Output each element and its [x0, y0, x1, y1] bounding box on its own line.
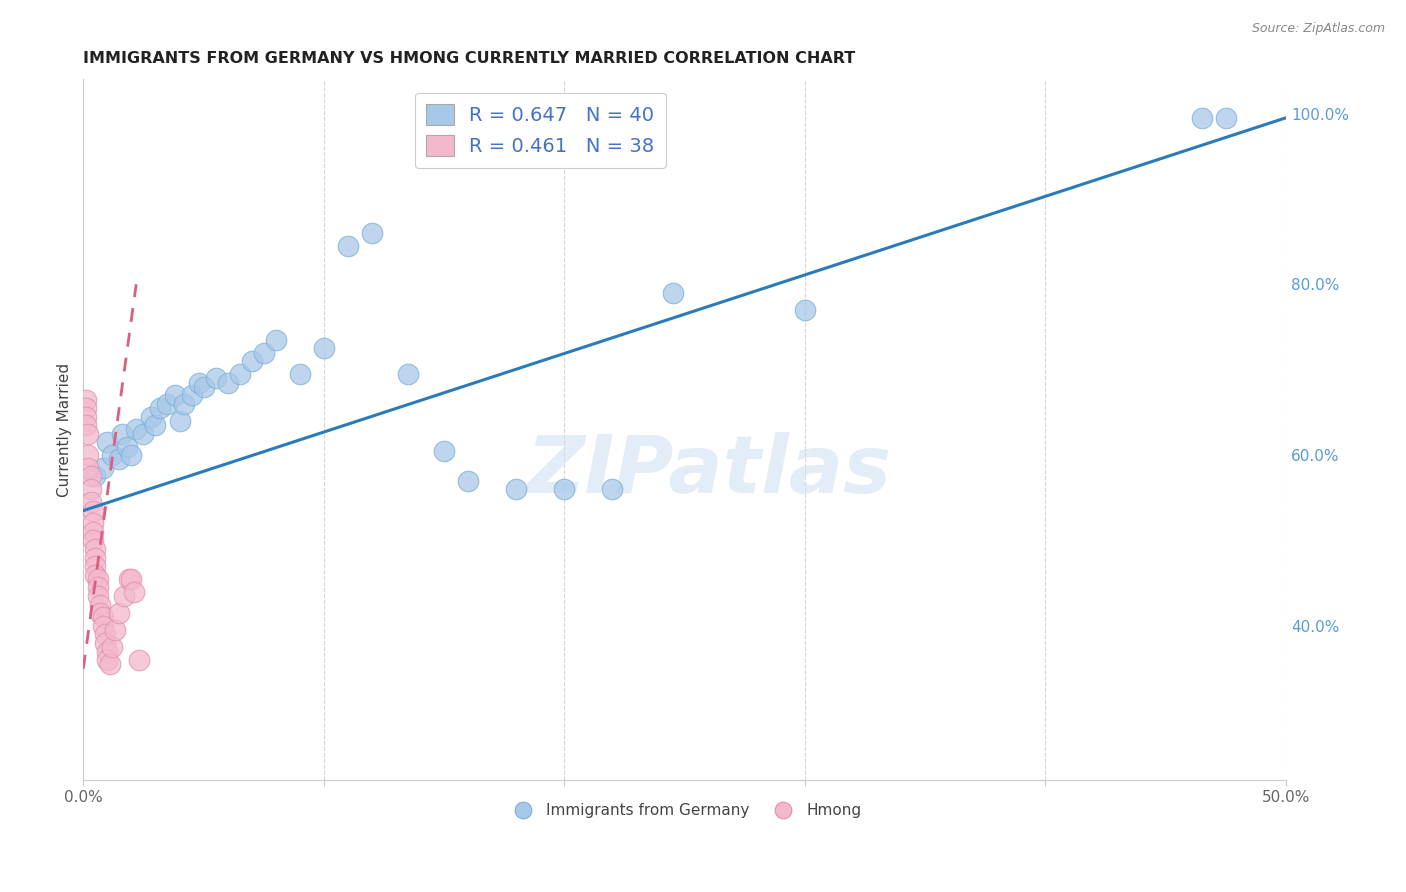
Point	[75, 401, 97, 416]
Point	[101, 640, 124, 655]
Point	[94, 627, 117, 641]
Point	[240, 354, 263, 368]
Point	[180, 388, 202, 402]
Point	[312, 342, 335, 356]
Point	[120, 448, 142, 462]
Point	[79, 482, 101, 496]
Point	[661, 285, 683, 300]
Point	[77, 448, 100, 462]
Point	[103, 623, 125, 637]
Point	[108, 606, 131, 620]
Legend: Immigrants from Germany, Hmong: Immigrants from Germany, Hmong	[502, 797, 868, 824]
Point	[82, 503, 104, 517]
Point	[505, 482, 527, 496]
Point	[84, 559, 107, 574]
Point	[108, 452, 131, 467]
Point	[82, 533, 104, 548]
Text: ZIPatlas: ZIPatlas	[526, 433, 891, 510]
Point	[101, 448, 124, 462]
Point	[89, 606, 111, 620]
Point	[91, 610, 114, 624]
Point	[264, 333, 287, 347]
Text: IMMIGRANTS FROM GERMANY VS HMONG CURRENTLY MARRIED CORRELATION CHART: IMMIGRANTS FROM GERMANY VS HMONG CURRENT…	[83, 51, 855, 66]
Point	[84, 542, 107, 557]
Point	[122, 584, 145, 599]
Point	[75, 392, 97, 407]
Point	[288, 367, 311, 381]
Point	[96, 653, 118, 667]
Point	[79, 469, 101, 483]
Point	[94, 636, 117, 650]
Point	[163, 388, 186, 402]
Point	[91, 461, 114, 475]
Point	[115, 440, 138, 454]
Point	[457, 474, 479, 488]
Point	[169, 414, 191, 428]
Point	[82, 516, 104, 531]
Point	[336, 239, 359, 253]
Point	[793, 302, 815, 317]
Point	[187, 376, 209, 390]
Y-axis label: Currently Married: Currently Married	[58, 362, 72, 497]
Text: Source: ZipAtlas.com: Source: ZipAtlas.com	[1251, 22, 1385, 36]
Point	[87, 572, 110, 586]
Point	[118, 572, 141, 586]
Point	[173, 397, 195, 411]
Point	[84, 469, 107, 483]
Point	[84, 550, 107, 565]
Point	[145, 418, 167, 433]
Point	[228, 367, 250, 381]
Point	[82, 524, 104, 539]
Point	[193, 380, 215, 394]
Point	[77, 426, 100, 441]
Point	[89, 598, 111, 612]
Point	[96, 644, 118, 658]
Point	[84, 567, 107, 582]
Point	[125, 422, 148, 436]
Point	[120, 572, 142, 586]
Point	[112, 589, 135, 603]
Point	[149, 401, 172, 416]
Point	[156, 397, 179, 411]
Point	[87, 589, 110, 603]
Point	[602, 482, 624, 496]
Point	[111, 426, 134, 441]
Point	[75, 409, 97, 424]
Point	[361, 226, 384, 240]
Point	[98, 657, 121, 672]
Point	[87, 581, 110, 595]
Point	[433, 443, 456, 458]
Point	[77, 461, 100, 475]
Point	[204, 371, 226, 385]
Point	[253, 345, 276, 359]
Point	[75, 418, 97, 433]
Point	[217, 376, 239, 390]
Point	[1215, 111, 1237, 125]
Point	[553, 482, 575, 496]
Point	[132, 426, 155, 441]
Point	[396, 367, 419, 381]
Point	[79, 495, 101, 509]
Point	[139, 409, 162, 424]
Point	[128, 653, 150, 667]
Point	[1191, 111, 1213, 125]
Point	[96, 435, 118, 450]
Point	[91, 619, 114, 633]
